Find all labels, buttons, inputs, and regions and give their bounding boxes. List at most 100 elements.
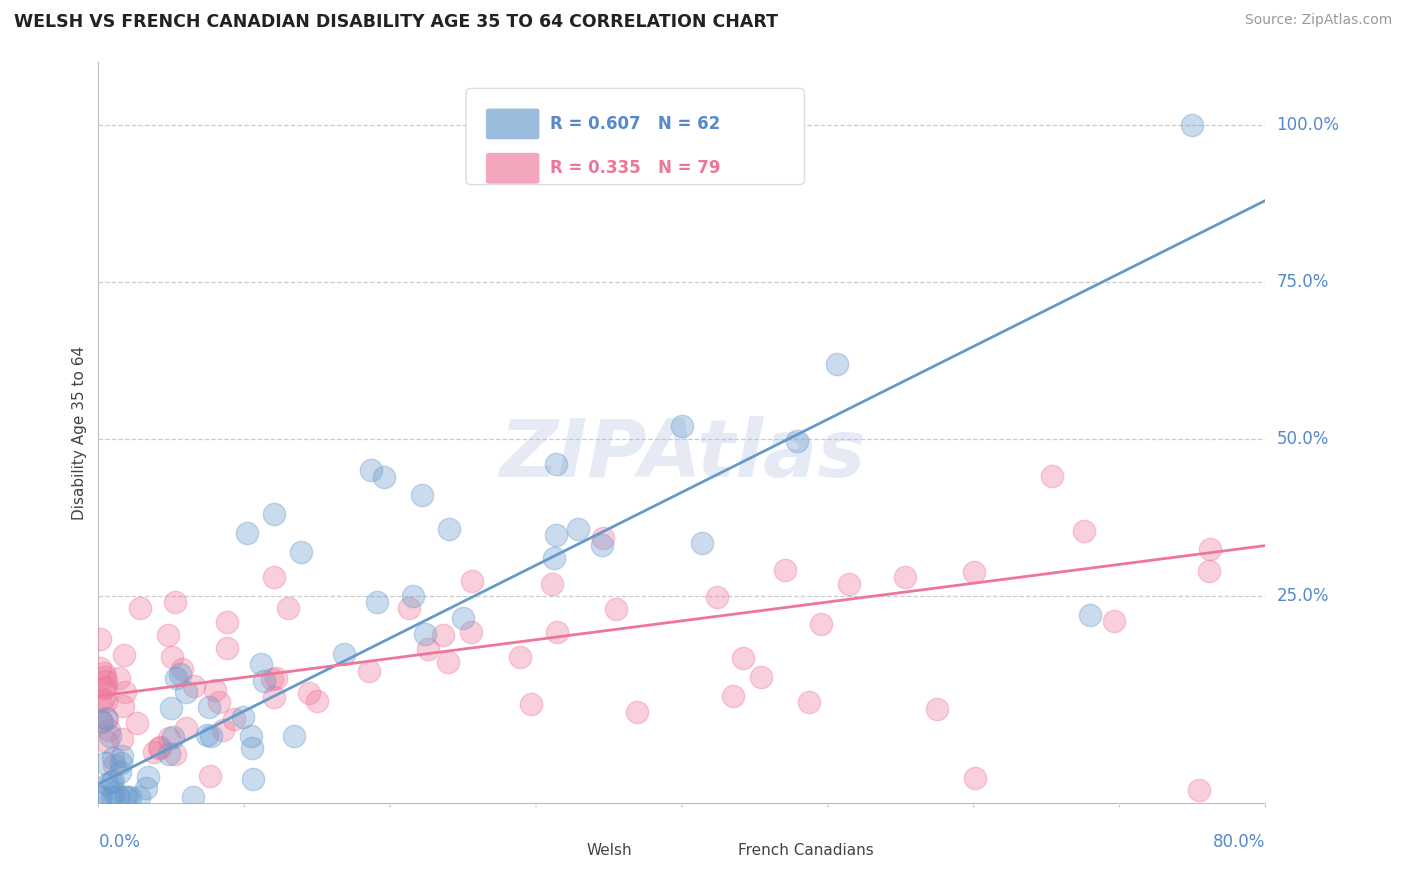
Point — [159, 701, 181, 715]
Point — [96, 735, 118, 749]
Point — [437, 655, 460, 669]
Text: 100.0%: 100.0% — [1277, 116, 1340, 134]
Point — [100, 789, 122, 804]
FancyBboxPatch shape — [690, 838, 734, 863]
Point — [136, 770, 159, 784]
Point — [690, 536, 713, 550]
Point — [925, 701, 948, 715]
Point — [98, 729, 121, 743]
Point — [626, 705, 648, 719]
Point — [215, 640, 238, 655]
Point — [263, 690, 285, 704]
Point — [94, 694, 117, 708]
Point — [224, 712, 246, 726]
Point — [1181, 118, 1204, 132]
Point — [148, 741, 170, 756]
Point — [263, 570, 285, 584]
Point — [402, 589, 425, 603]
Point — [253, 674, 276, 689]
Point — [332, 648, 354, 662]
Point — [1188, 783, 1211, 797]
Point — [283, 729, 305, 743]
Point — [592, 531, 614, 545]
Point — [115, 789, 138, 804]
Point — [591, 538, 613, 552]
Text: Welsh: Welsh — [586, 843, 631, 858]
Point — [181, 789, 204, 804]
Point — [98, 723, 121, 737]
Point — [1104, 614, 1126, 628]
Point — [114, 685, 136, 699]
Point — [786, 434, 808, 448]
Point — [93, 681, 115, 696]
Point — [963, 565, 986, 579]
Point — [797, 695, 820, 709]
Point — [128, 789, 150, 804]
Point — [200, 769, 222, 783]
Point — [157, 628, 180, 642]
Point — [100, 775, 122, 789]
Point — [838, 577, 860, 591]
Point — [232, 710, 254, 724]
Point — [169, 667, 191, 681]
Point — [157, 747, 180, 761]
Point — [108, 672, 131, 686]
Point — [509, 649, 531, 664]
Point — [127, 716, 149, 731]
Point — [157, 731, 180, 746]
Text: R = 0.335   N = 79: R = 0.335 N = 79 — [550, 160, 720, 178]
Point — [360, 463, 382, 477]
Point — [825, 357, 848, 371]
Point — [103, 785, 125, 799]
Point — [706, 591, 728, 605]
Point — [118, 789, 141, 804]
Point — [773, 563, 796, 577]
Text: 80.0%: 80.0% — [1213, 833, 1265, 851]
Point — [111, 749, 134, 764]
Point — [671, 419, 693, 434]
Point — [893, 570, 915, 584]
Point — [165, 671, 187, 685]
Point — [111, 732, 134, 747]
Point — [93, 665, 115, 680]
Point — [108, 764, 131, 779]
Point — [160, 650, 183, 665]
Point — [298, 686, 321, 700]
Point — [357, 664, 380, 678]
Point — [1080, 607, 1102, 622]
FancyBboxPatch shape — [486, 153, 540, 184]
Point — [114, 789, 136, 804]
Point — [89, 693, 111, 707]
Text: 25.0%: 25.0% — [1277, 587, 1329, 605]
Point — [91, 692, 114, 706]
Text: 0.0%: 0.0% — [98, 833, 141, 851]
Y-axis label: Disability Age 35 to 64: Disability Age 35 to 64 — [72, 345, 87, 520]
Point — [195, 728, 218, 742]
Point — [89, 632, 111, 646]
Point — [262, 672, 284, 686]
Point — [266, 671, 288, 685]
Point — [398, 601, 420, 615]
Point — [110, 756, 132, 771]
Point — [1073, 524, 1095, 538]
Point — [277, 601, 299, 615]
Text: French Canadians: French Canadians — [738, 843, 873, 858]
Point — [519, 697, 541, 711]
Point — [605, 602, 627, 616]
Point — [89, 789, 111, 804]
Point — [96, 777, 118, 791]
Point — [149, 740, 172, 755]
Point — [112, 698, 135, 713]
Point — [541, 577, 564, 591]
Point — [93, 756, 115, 770]
Point — [96, 711, 118, 725]
Point — [93, 670, 115, 684]
Point — [373, 469, 395, 483]
Point — [1040, 469, 1063, 483]
Point — [460, 625, 482, 640]
Point — [204, 683, 226, 698]
Point — [198, 700, 221, 714]
Point — [366, 594, 388, 608]
Point — [242, 772, 264, 786]
Point — [290, 545, 312, 559]
